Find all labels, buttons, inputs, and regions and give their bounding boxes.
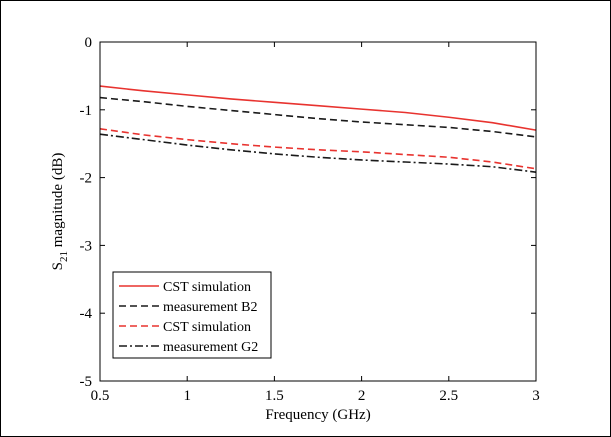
series-line-1 (99, 85, 537, 131)
axes-box (99, 41, 537, 382)
legend-entry-1: CST simulation (163, 280, 251, 295)
legend-entry-4: measurement G2 (163, 340, 258, 355)
axes-layer: 0.5 1 1.5 2 2.5 3 0 -1 -2 -3 -4 -5 (80, 35, 540, 404)
x-tick-label: 0.5 (91, 388, 110, 404)
x-tick-label: 2 (358, 388, 366, 404)
y-tick-label: -2 (80, 171, 93, 187)
x-tick-label: 3 (532, 388, 540, 404)
series-line-2 (99, 96, 537, 138)
y-axis-label-prefix: S (50, 262, 66, 270)
legend-entry-3: CST simulation (163, 320, 251, 335)
series-line-4 (99, 133, 537, 173)
y-axis-label-suffix: magnitude (dB) (50, 153, 66, 251)
y-tick-label: -4 (80, 306, 93, 322)
series-line-3 (99, 127, 537, 170)
x-tick-label: 1 (183, 388, 191, 404)
y-axis-label: S21 magnitude (dB) (50, 153, 70, 271)
x-tick-label: 1.5 (265, 388, 284, 404)
y-axis-label-subscript: 21 (58, 251, 70, 262)
y-tick-label: -5 (80, 374, 93, 390)
series-layer (99, 85, 537, 173)
y-tick-label: -3 (80, 238, 93, 254)
legend: CST simulation measurement B2 CST simulati… (112, 271, 272, 359)
legend-entry-2: measurement B2 (163, 300, 257, 315)
x-axis-label: Frequency (GHz) (265, 407, 370, 423)
y-tick-label: -1 (80, 103, 93, 119)
x-tick-label: 2.5 (439, 388, 458, 404)
y-tick-label: 0 (85, 35, 93, 51)
